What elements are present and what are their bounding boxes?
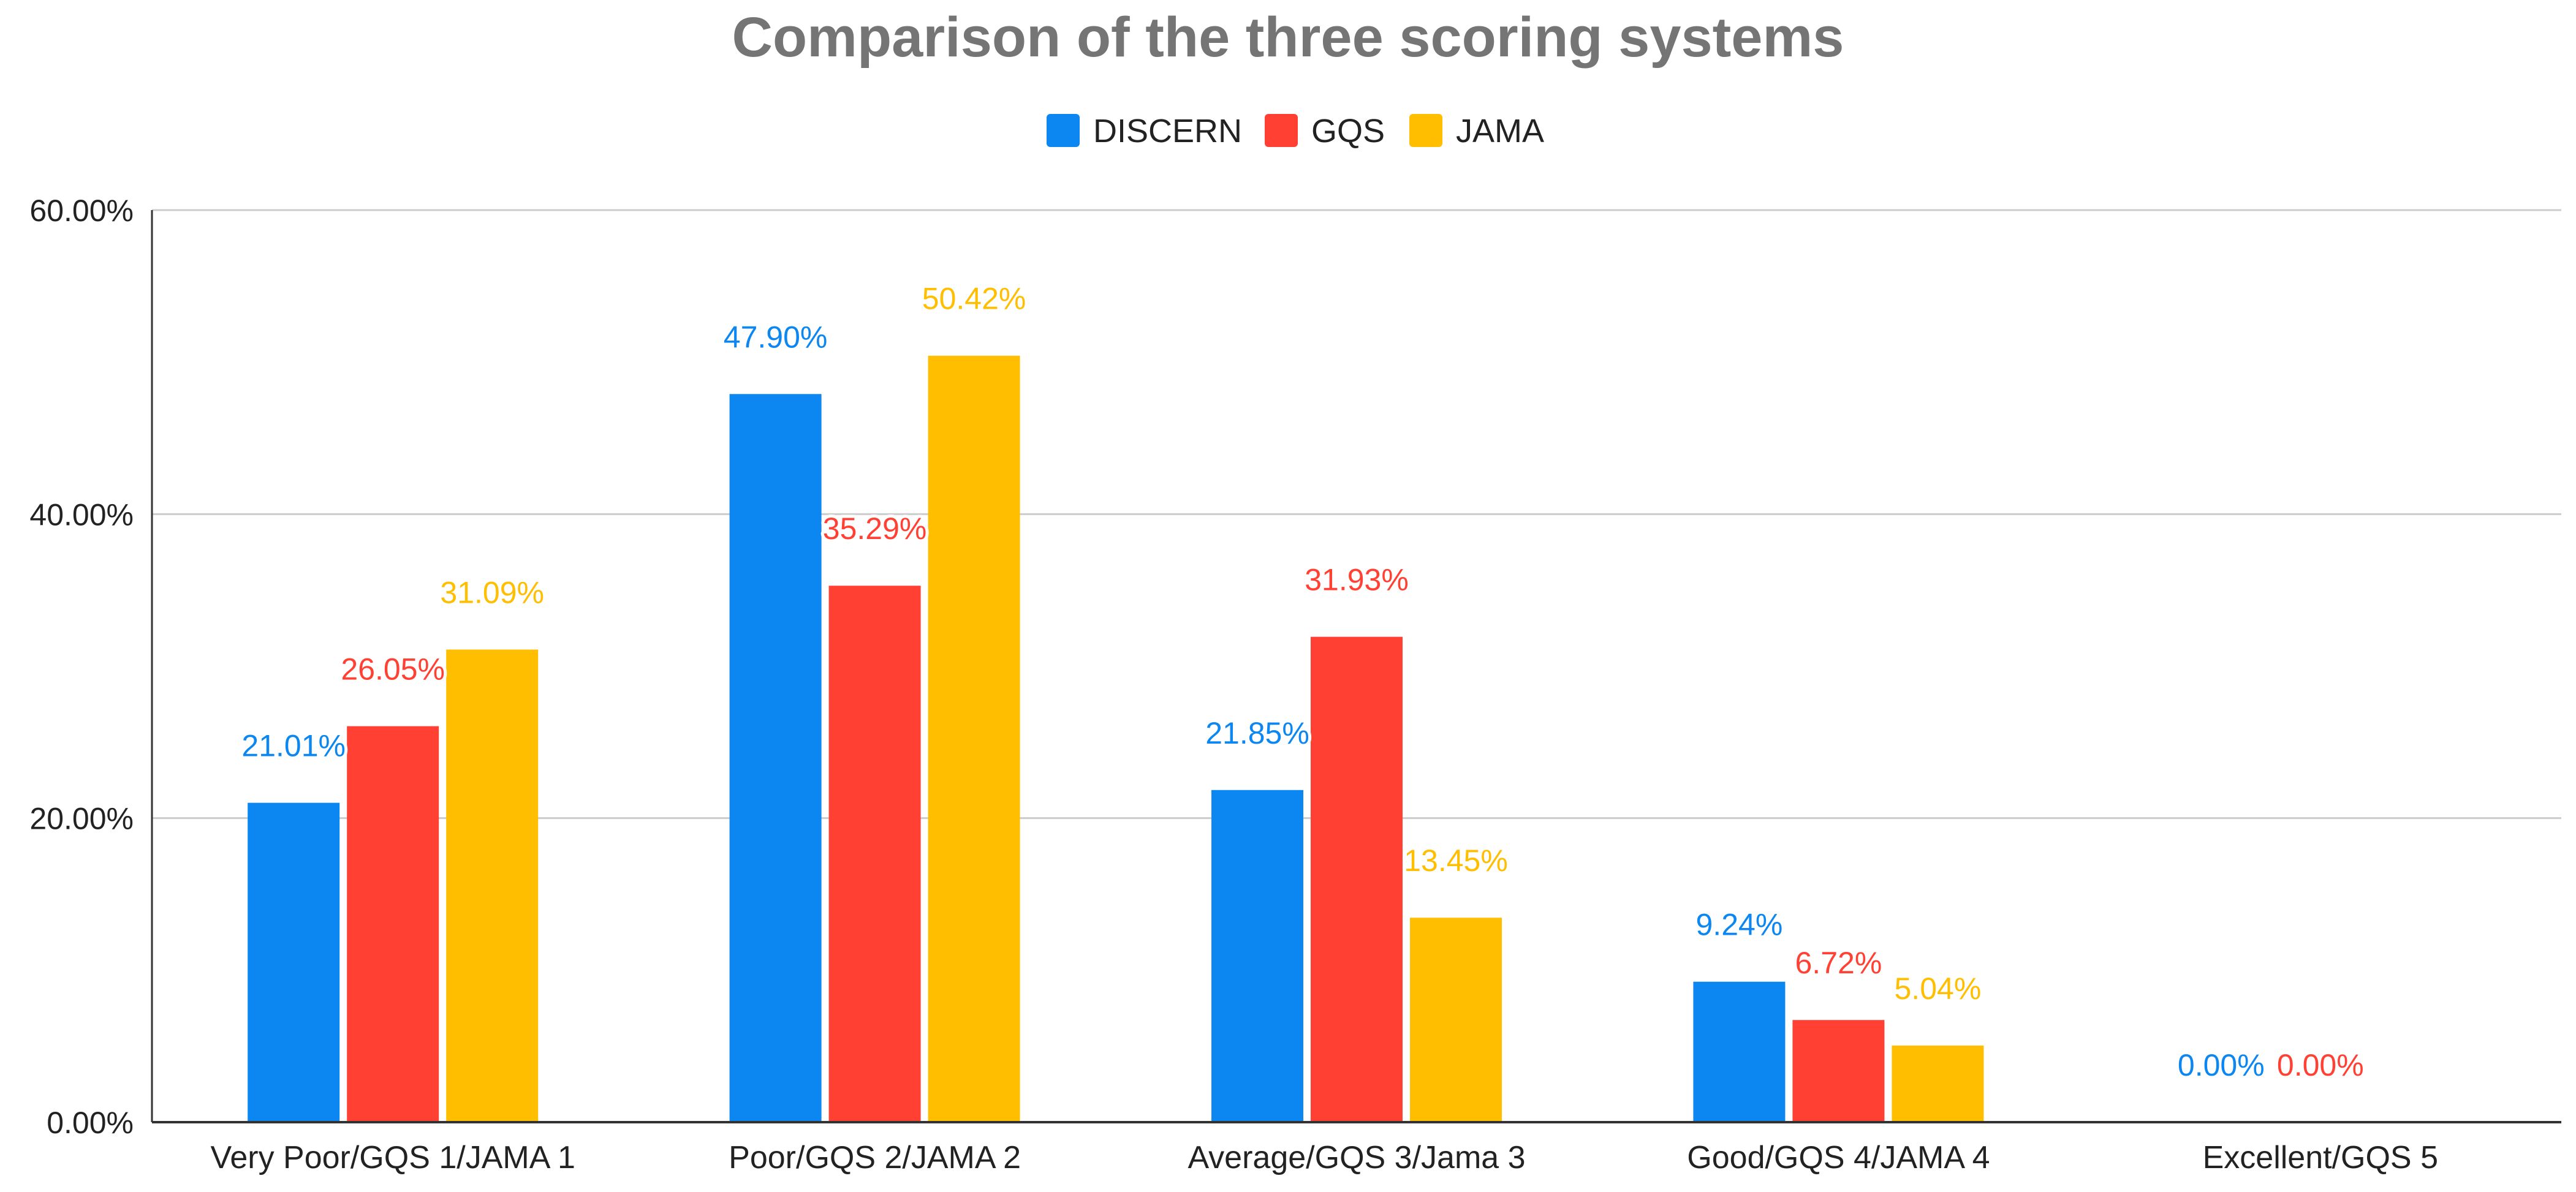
y-tick-label: 20.00% [29,802,134,836]
bar-gqs [347,726,439,1122]
category-labels: Very Poor/GQS 1/JAMA 1 Poor/GQS 2/JAMA 2 A… [211,1140,2438,1175]
data-label-jama: 5.04% [1895,971,1982,1006]
legend-item-gqs: GQS [1265,113,1385,149]
bar-discern [248,802,340,1122]
y-tick-label: 40.00% [29,497,134,532]
data-label-gqs: 35.29% [823,511,927,546]
data-label-gqs: 6.72% [1795,946,1882,980]
bar-jama [1892,1045,1984,1122]
chart-title: Comparison of the three scoring systems [732,6,1844,69]
data-label-discern: 47.90% [724,320,828,354]
legend: DISCERN GQS JAMA [1047,113,1544,149]
x-tick-label: Poor/GQS 2/JAMA 2 [729,1140,1021,1175]
legend-label: JAMA [1456,113,1544,149]
bar-gqs [1792,1020,1885,1122]
data-label-gqs: 26.05% [341,652,445,687]
data-label-discern: 0.00% [2178,1048,2265,1082]
data-label-gqs: 0.00% [2277,1048,2364,1082]
bar-discern [729,394,822,1122]
bar-gqs [1311,636,1403,1122]
bar-jama [446,649,539,1122]
bar-jama [928,355,1020,1122]
x-tick-label: Very Poor/GQS 1/JAMA 1 [211,1140,575,1175]
legend-label: DISCERN [1093,113,1242,149]
data-label-gqs: 31.93% [1305,563,1409,597]
y-tick-label: 0.00% [47,1106,134,1140]
data-label-discern: 9.24% [1696,908,1783,942]
legend-item-discern: DISCERN [1047,113,1242,149]
bar-discern [1211,790,1303,1122]
legend-swatch [1409,114,1442,147]
legend-item-jama: JAMA [1409,113,1544,149]
data-label-discern: 21.85% [1205,716,1309,750]
x-tick-label: Average/GQS 3/Jama 3 [1188,1140,1525,1175]
bar-gqs [828,586,921,1122]
axes [151,210,2561,1123]
legend-label: GQS [1311,113,1385,149]
y-tick-label: 60.00% [29,194,134,228]
x-tick-label: Good/GQS 4/JAMA 4 [1687,1140,1990,1175]
bars [248,355,1984,1122]
bar-discern [1693,981,1786,1122]
bar-jama [1410,918,1502,1122]
legend-swatch [1047,114,1080,147]
data-label-jama: 13.45% [1404,843,1508,878]
data-labels: 21.01% 26.05% 31.09% 47.90% 35.29% 50.42% 21.8… [238,279,2366,1085]
y-tick-labels: 0.00% 20.00% 40.00% 60.00% [29,194,134,1140]
x-tick-label: Excellent/GQS 5 [2203,1140,2438,1175]
data-label-jama: 50.42% [922,282,1026,316]
data-label-jama: 31.09% [440,575,544,609]
legend-swatch [1265,114,1298,147]
data-label-discern: 21.01% [241,729,346,763]
